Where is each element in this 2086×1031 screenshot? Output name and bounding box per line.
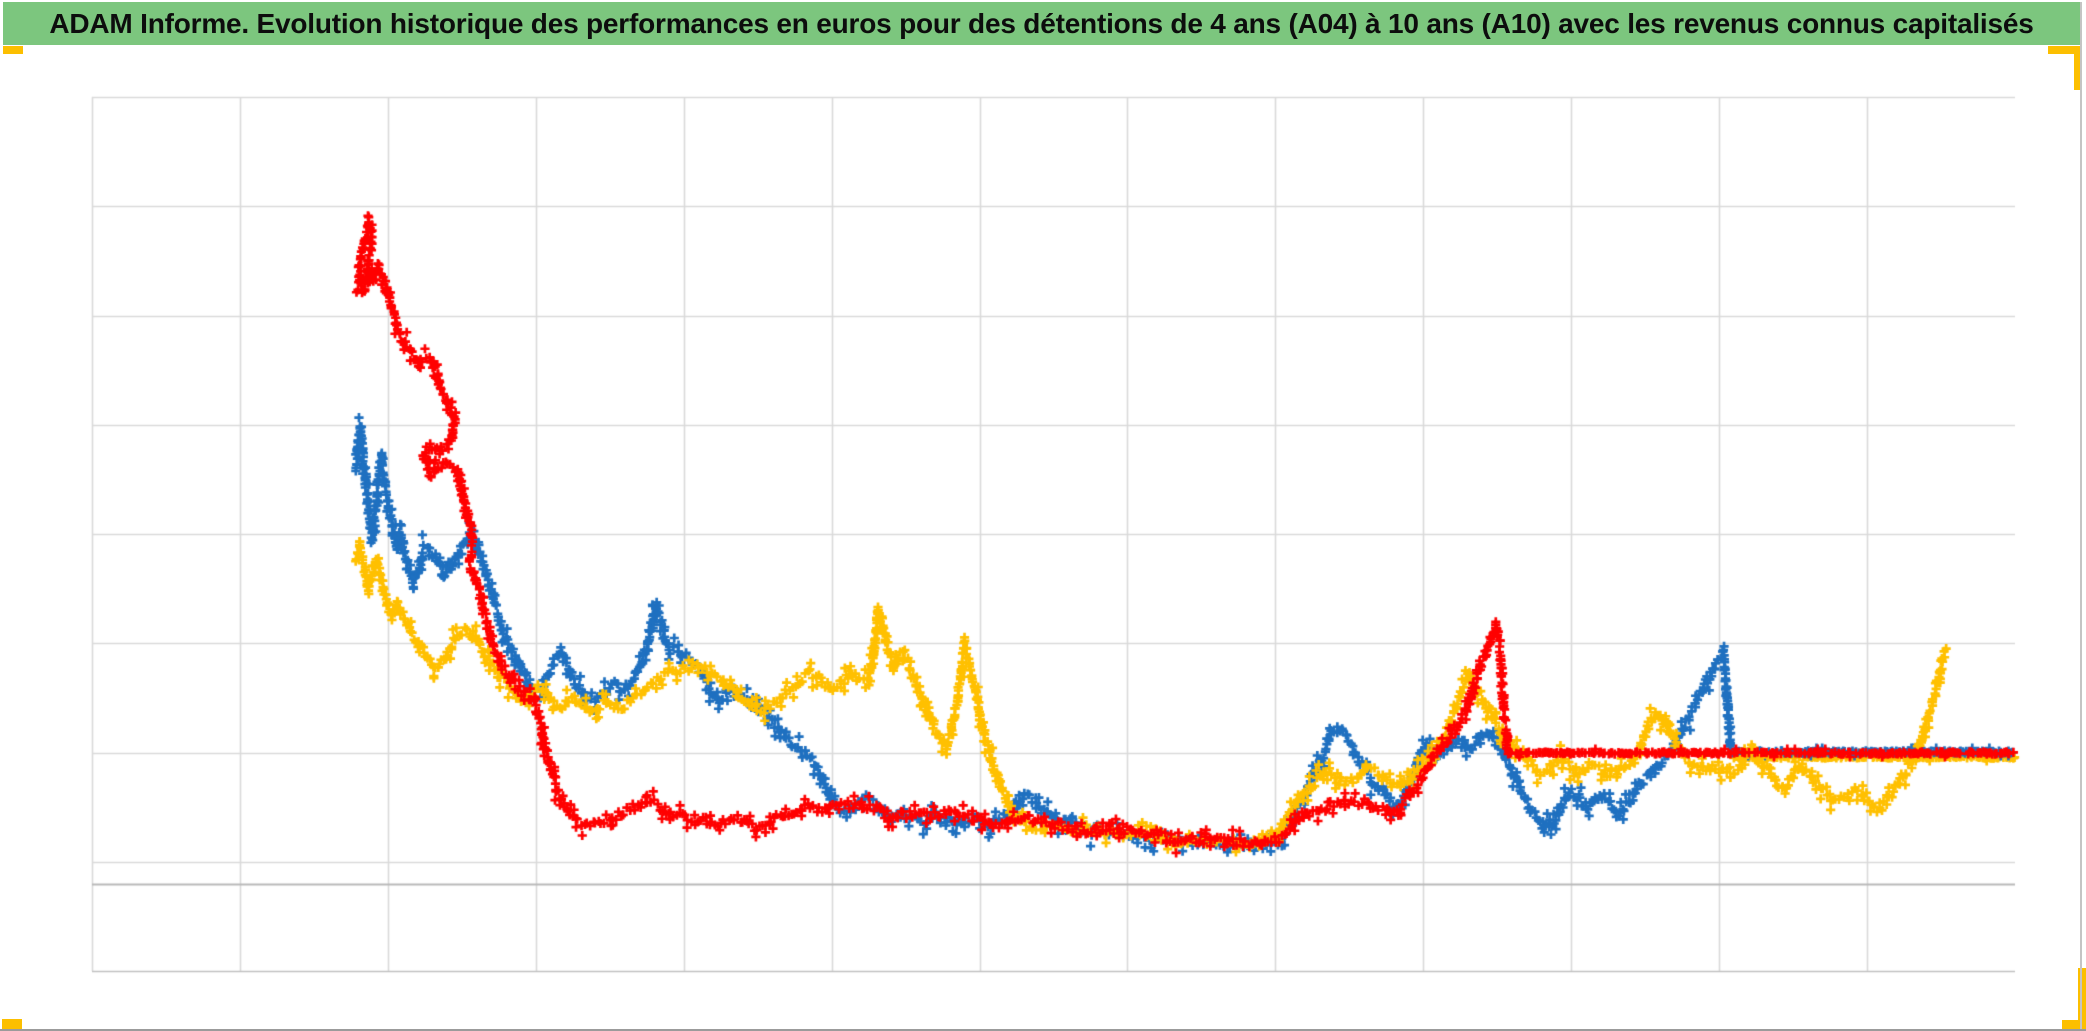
gold-corner-top-left xyxy=(3,46,23,54)
gold-corner-bottom-right-arm xyxy=(2078,968,2086,1030)
gold-corner-top-right-arm xyxy=(2074,46,2082,90)
gold-corner-top-right xyxy=(2048,46,2082,54)
gold-corner-bottom-left xyxy=(2,1019,22,1030)
page-border-right xyxy=(2080,2,2082,1030)
gold-corner-bottom-right xyxy=(2062,1020,2086,1030)
page-border-bottom xyxy=(0,1029,2086,1031)
